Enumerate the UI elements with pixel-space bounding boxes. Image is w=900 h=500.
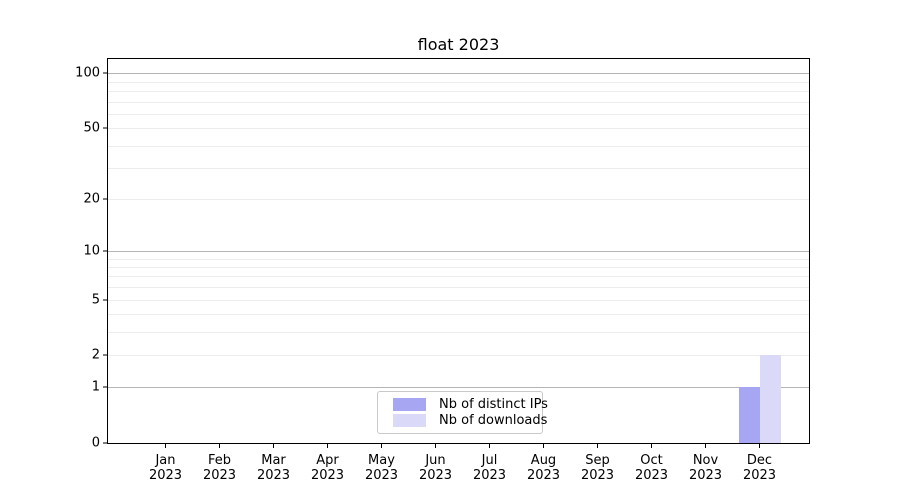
x-tick-month: Apr — [316, 453, 339, 468]
x-tick-year: 2023 — [634, 468, 669, 483]
x-tick-month: Mar — [261, 453, 286, 468]
x-tick-year: 2023 — [310, 468, 345, 483]
legend-label-distinct-ips: Nb of distinct IPs — [439, 396, 548, 412]
y-tick-mark — [103, 386, 107, 388]
x-tick-mark — [219, 444, 220, 448]
x-tick-mark — [705, 444, 706, 448]
x-tick-label: Sep 2023 — [568, 453, 628, 483]
legend-label-downloads: Nb of downloads — [439, 413, 548, 429]
x-tick-mark — [759, 444, 760, 448]
y-tick-label: 1 — [91, 379, 100, 395]
x-tick-year: 2023 — [742, 468, 777, 483]
x-tick-label: Aug 2023 — [514, 453, 574, 483]
x-tick-mark — [273, 444, 274, 448]
gridline-minor — [108, 199, 809, 200]
legend-swatch-distinct-ips — [393, 397, 426, 411]
y-tick-mark — [103, 127, 107, 129]
y-tick-label: 100 — [75, 65, 100, 81]
gridline-minor — [108, 114, 809, 115]
x-tick-label: Jul 2023 — [460, 453, 520, 483]
gridline-minor — [108, 332, 809, 333]
y-tick-label: 50 — [83, 120, 100, 136]
y-tick-mark — [103, 442, 107, 444]
gridline-minor — [108, 314, 809, 315]
x-tick-month: Jun — [425, 453, 446, 468]
legend-swatch-downloads — [393, 414, 426, 428]
x-tick-year: 2023 — [148, 468, 183, 483]
gridline-minor — [108, 82, 809, 83]
gridline-minor — [108, 355, 809, 356]
x-tick-mark — [435, 444, 436, 448]
x-tick-mark — [327, 444, 328, 448]
x-tick-year: 2023 — [688, 468, 723, 483]
y-tick-mark — [103, 198, 107, 200]
x-tick-label: Jan 2023 — [136, 453, 196, 483]
x-tick-mark — [543, 444, 544, 448]
bar-downloads — [760, 355, 781, 443]
gridline-minor — [108, 259, 809, 260]
y-tick-mark — [103, 354, 107, 356]
gridline-major — [108, 73, 809, 74]
x-tick-mark — [381, 444, 382, 448]
x-tick-year: 2023 — [526, 468, 561, 483]
y-tick-mark — [103, 299, 107, 301]
x-tick-label: May 2023 — [352, 453, 412, 483]
plot-area — [107, 58, 810, 444]
gridline-minor — [108, 267, 809, 268]
gridline-minor — [108, 128, 809, 129]
x-tick-year: 2023 — [202, 468, 237, 483]
x-tick-label: Apr 2023 — [298, 453, 358, 483]
x-tick-label: Feb 2023 — [190, 453, 250, 483]
x-tick-year: 2023 — [472, 468, 507, 483]
x-tick-label: Mar 2023 — [244, 453, 304, 483]
legend: Nb of distinct IPs Nb of downloads — [377, 391, 548, 434]
x-tick-month: Jul — [481, 453, 498, 468]
y-tick-label: 20 — [83, 191, 100, 207]
x-tick-mark — [489, 444, 490, 448]
y-tick-label: 10 — [83, 243, 100, 259]
x-tick-month: Sep — [585, 453, 610, 468]
gridline-major — [108, 251, 809, 252]
x-tick-mark — [651, 444, 652, 448]
x-tick-year: 2023 — [418, 468, 453, 483]
bar-distinct-ips — [739, 387, 760, 443]
gridline-major — [108, 387, 809, 388]
y-tick-label: 0 — [91, 435, 100, 451]
gridline-minor — [108, 276, 809, 277]
x-tick-month: Feb — [207, 453, 232, 468]
x-tick-month: Oct — [640, 453, 663, 468]
x-tick-month: Dec — [746, 453, 773, 468]
y-tick-mark — [103, 250, 107, 252]
chart-title: float 2023 — [417, 35, 500, 54]
x-tick-label: Dec 2023 — [730, 453, 790, 483]
gridline-minor — [108, 91, 809, 92]
x-tick-year: 2023 — [256, 468, 291, 483]
x-tick-label: Oct 2023 — [622, 453, 682, 483]
x-tick-year: 2023 — [364, 468, 399, 483]
x-tick-label: Nov 2023 — [676, 453, 736, 483]
x-tick-year: 2023 — [580, 468, 615, 483]
y-tick-label: 2 — [91, 347, 100, 363]
x-tick-label: Jun 2023 — [406, 453, 466, 483]
gridline-minor — [108, 168, 809, 169]
x-tick-month: May — [368, 453, 395, 468]
gridline-minor — [108, 287, 809, 288]
y-tick-mark — [103, 72, 107, 74]
gridline-minor — [108, 300, 809, 301]
x-tick-month: Nov — [692, 453, 719, 468]
gridline-minor — [108, 146, 809, 147]
x-tick-mark — [165, 444, 166, 448]
gridline-minor — [108, 102, 809, 103]
y-tick-label: 5 — [91, 292, 100, 308]
x-tick-mark — [597, 444, 598, 448]
legend-item-distinct-ips: Nb of distinct IPs — [393, 397, 548, 412]
x-tick-month: Jan — [155, 453, 176, 468]
legend-item-downloads: Nb of downloads — [393, 413, 547, 428]
x-tick-month: Aug — [530, 453, 557, 468]
